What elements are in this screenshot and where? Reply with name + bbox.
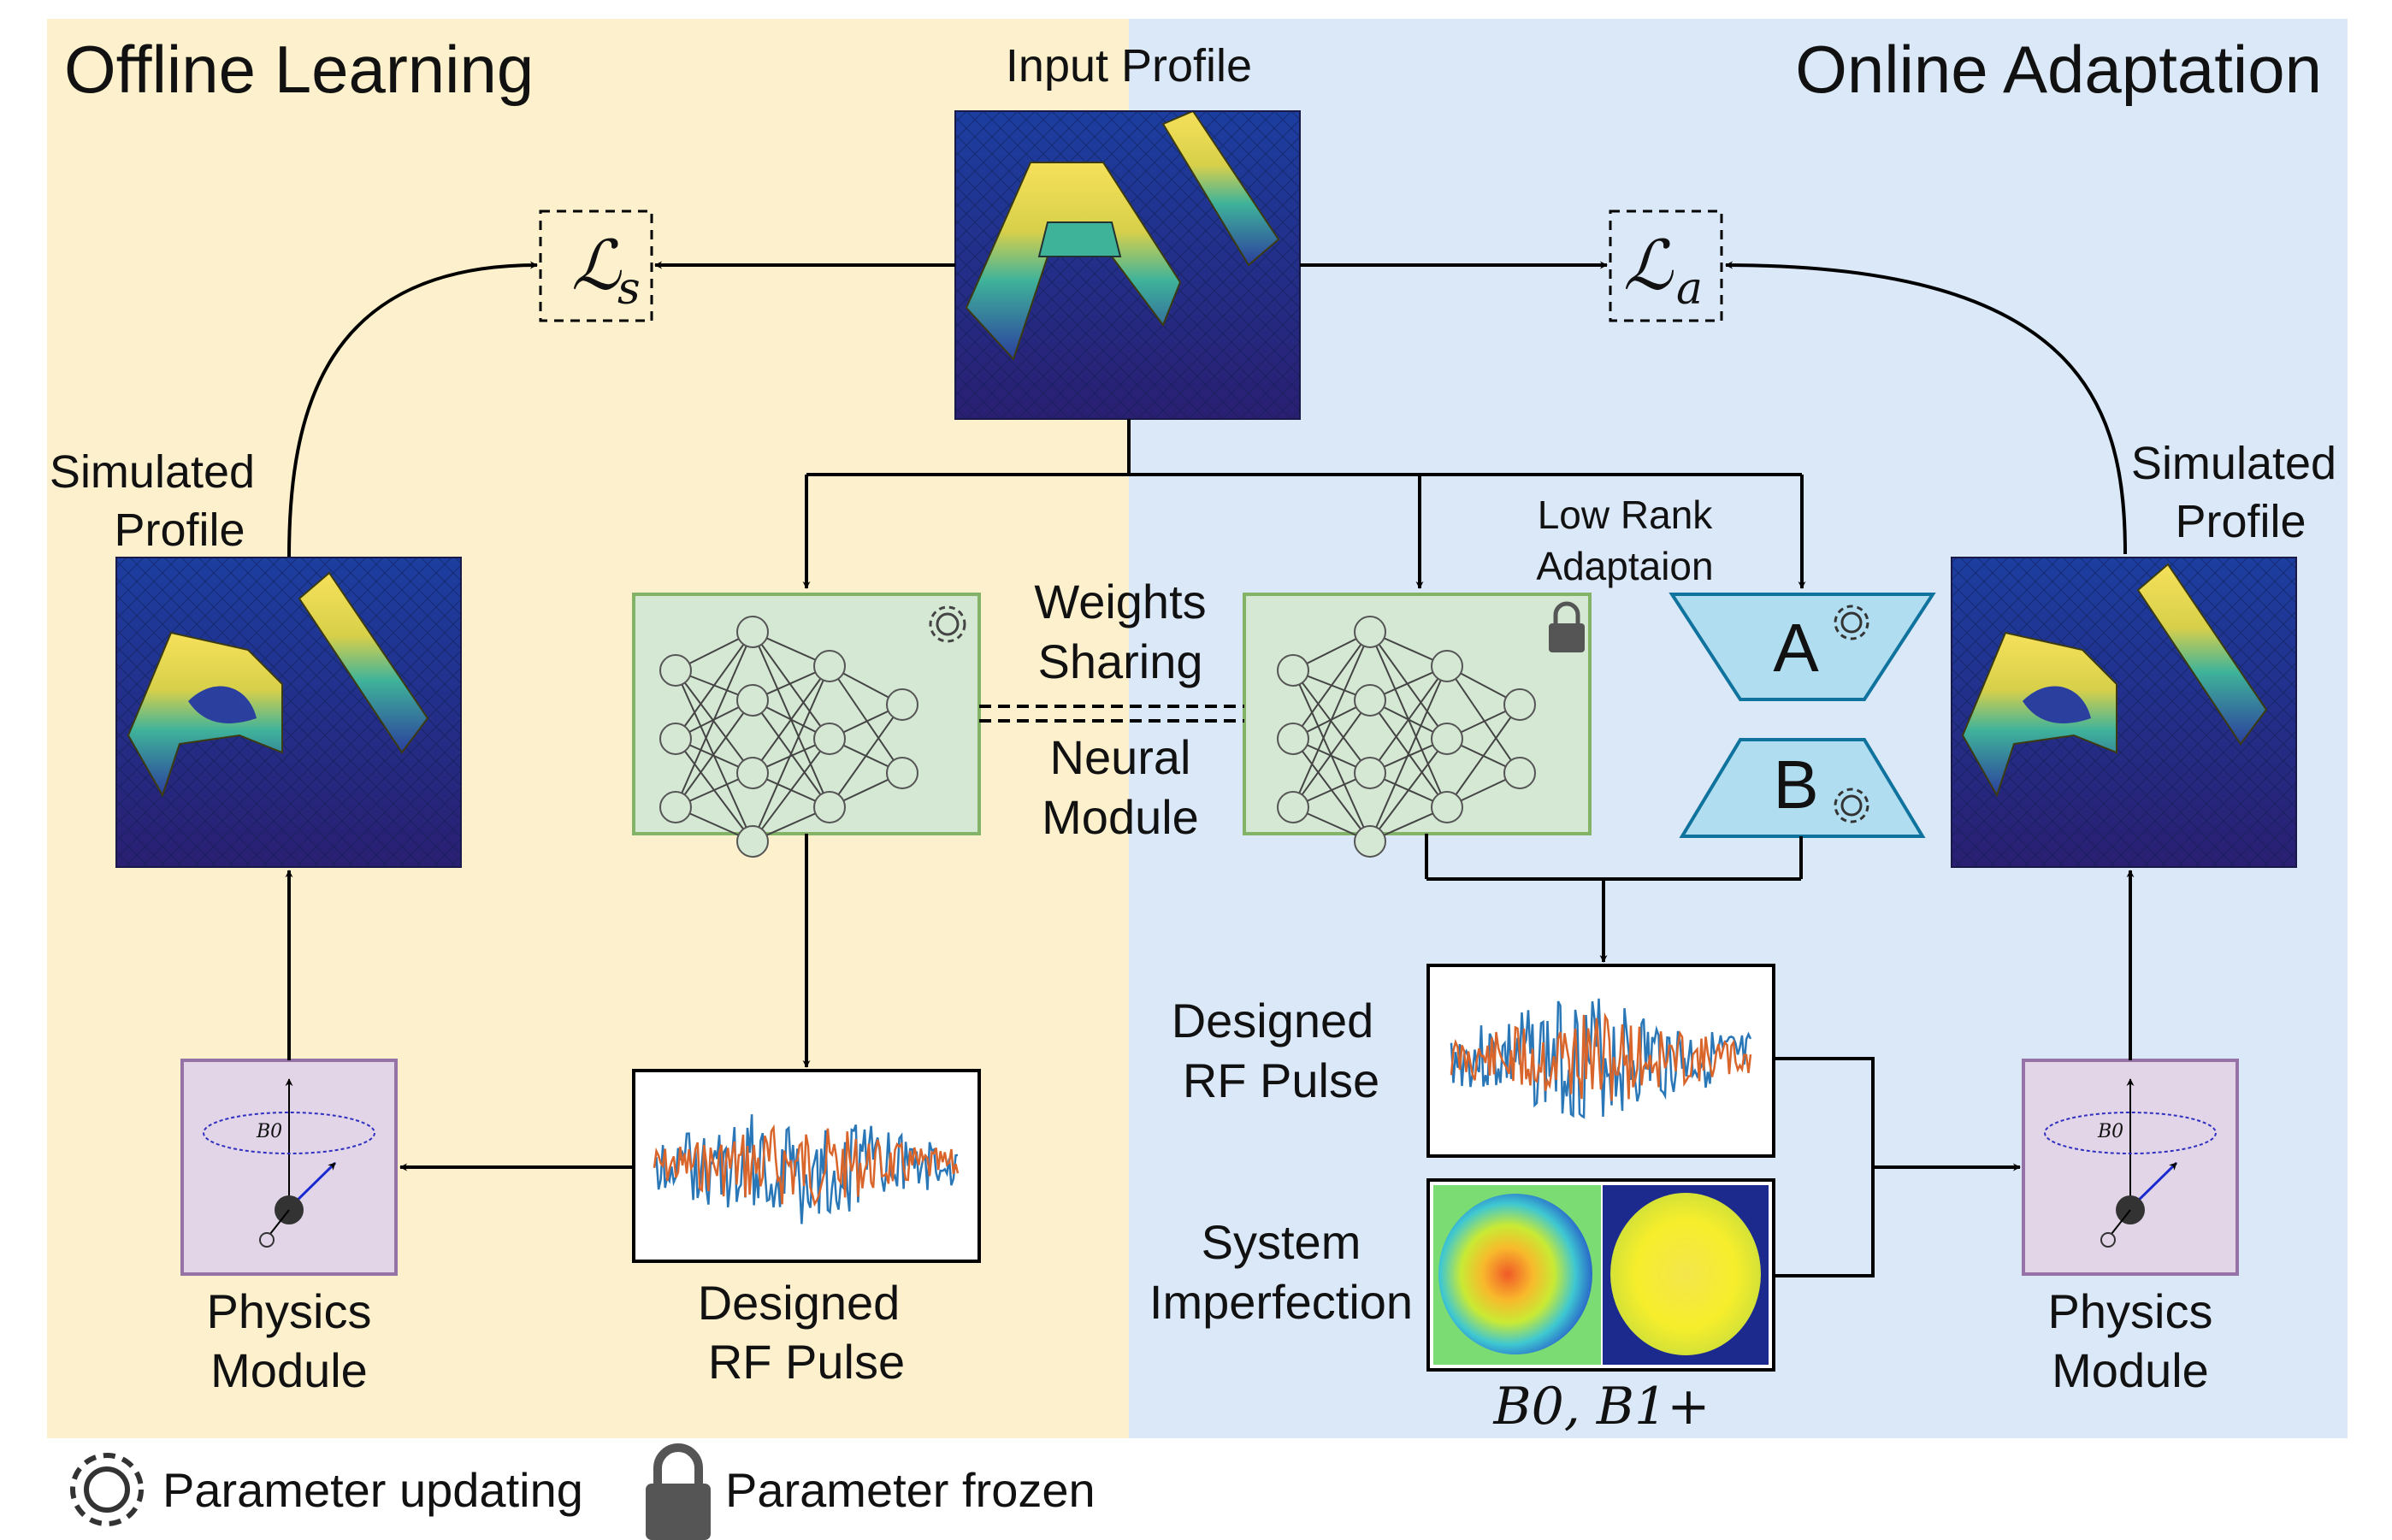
arrow-simright-to-la [1725, 261, 2127, 555]
gear-icon [70, 1453, 144, 1526]
offline-title: Offline Learning [64, 32, 534, 107]
gear-icon [929, 605, 966, 643]
physics-left-label-2: Module [210, 1343, 368, 1397]
lock-icon [646, 1443, 711, 1540]
low-rank-label-2: Adaptaion [1536, 544, 1713, 588]
designed-rf-bottom-label-1: Designed [698, 1276, 901, 1330]
rf-pulse-left-plot [632, 1069, 981, 1263]
low-rank-label-1: Low Rank [1538, 493, 1714, 537]
system-imperfection-label-1: System [1202, 1215, 1361, 1269]
online-title: Online Adaptation [1795, 32, 2322, 107]
svg-text:A: A [1773, 610, 1819, 686]
neural-module-label-2: Module [1042, 790, 1199, 844]
simulated-profile-left-label-2: Profile [114, 504, 245, 556]
b0-b1-maps [1426, 1178, 1775, 1372]
legend-frozen-label: Parameter frozen [725, 1463, 1096, 1517]
svg-text:s: s [617, 263, 641, 315]
lora-a-block: A [1668, 593, 1936, 701]
lock-icon [1549, 601, 1585, 652]
gear-icon [1834, 605, 1869, 640]
neural-network-right [1243, 593, 1592, 858]
neural-network-left [632, 593, 981, 858]
simulated-profile-left-label-1: Simulated [50, 446, 255, 498]
input-profile-image [954, 109, 1301, 420]
lora-b-block: B [1679, 738, 1926, 838]
svg-text:B: B [1773, 746, 1818, 823]
simulated-profile-left-image [115, 557, 462, 868]
svg-text:B0: B0 [256, 1121, 282, 1142]
weights-sharing-label-1: Weights [1034, 575, 1206, 628]
simulated-profile-right-label-1: Simulated [2131, 438, 2336, 489]
system-imperfection-label-2: Imperfection [1149, 1275, 1413, 1329]
physics-right-label-2: Module [2052, 1343, 2209, 1397]
rf-pulse-right-plot [1426, 964, 1775, 1158]
loss-s-box: ℒ s [539, 209, 653, 322]
svg-text:a: a [1676, 263, 1703, 315]
arrow-simleft-to-ls [287, 261, 538, 558]
svg-text:B0: B0 [2097, 1121, 2123, 1142]
b0-b1-label: B0, B1+ [1493, 1377, 1710, 1437]
physics-right-label-1: Physics [2048, 1284, 2213, 1338]
legend: Parameter updating Parameter frozen [70, 1443, 1096, 1540]
designed-rf-bottom-label-2: RF Pulse [708, 1335, 905, 1389]
svg-text:ℒ: ℒ [1623, 226, 1674, 305]
input-profile-label: Input Profile [1006, 40, 1252, 91]
physics-module-left: B0 [180, 1059, 398, 1276]
svg-text:ℒ: ℒ [571, 226, 622, 305]
physics-left-label-1: Physics [207, 1284, 372, 1338]
right-merge-lines [1774, 1057, 2021, 1277]
legend-updating-label: Parameter updating [162, 1463, 583, 1517]
physics-module-right: B0 [2022, 1059, 2239, 1276]
weights-sharing-label-2: Sharing [1037, 634, 1202, 688]
loss-a-box: ℒ a [1609, 209, 1723, 322]
input-distribution-lines [802, 419, 1806, 589]
designed-rf-right-label-2: RF Pulse [1183, 1053, 1379, 1107]
gear-icon [1834, 788, 1869, 823]
simulated-profile-right-image [1951, 557, 2297, 868]
merge-lines [1425, 834, 1803, 963]
simulated-profile-right-label-2: Profile [2175, 496, 2306, 547]
neural-module-label-1: Neural [1050, 730, 1191, 784]
designed-rf-right-label-1: Designed [1172, 994, 1374, 1047]
